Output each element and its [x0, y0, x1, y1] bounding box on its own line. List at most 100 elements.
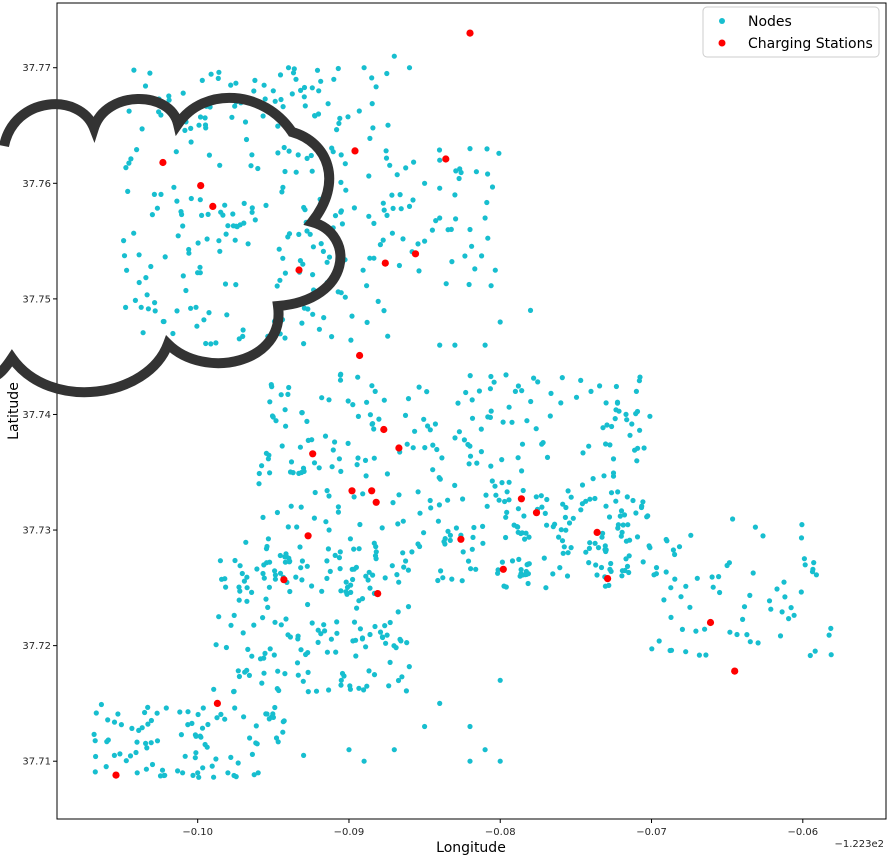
node-point [656, 638, 662, 644]
node-point [525, 580, 531, 587]
node-point [460, 496, 466, 502]
node-point [316, 88, 322, 94]
node-point [606, 514, 613, 520]
node-point [437, 700, 443, 707]
node-point [242, 119, 249, 125]
node-point [406, 664, 412, 670]
node-point [308, 152, 314, 159]
node-point [115, 711, 121, 717]
node-point [125, 188, 131, 194]
node-point [222, 281, 229, 287]
node-point [387, 619, 393, 626]
node-point [399, 674, 405, 680]
node-point [261, 670, 267, 676]
node-point [397, 192, 403, 198]
node-point [194, 323, 200, 329]
node-point [382, 575, 388, 581]
node-point [405, 567, 411, 573]
node-point [469, 243, 475, 249]
node-point [661, 597, 667, 603]
node-point [360, 267, 366, 273]
node-point [422, 238, 428, 244]
node-point [396, 262, 402, 269]
node-point [372, 553, 379, 559]
node-point [629, 421, 635, 427]
node-point [437, 185, 443, 191]
node-point [143, 766, 149, 772]
node-point [93, 710, 99, 716]
node-point [359, 635, 366, 641]
node-point [396, 492, 402, 498]
node-point [499, 559, 505, 565]
node-point [240, 333, 246, 339]
node-point [199, 77, 205, 83]
node-point [645, 513, 651, 519]
node-point [387, 659, 393, 666]
node-point [158, 112, 164, 118]
node-point [178, 732, 184, 738]
node-point [263, 596, 269, 602]
node-point [183, 287, 189, 294]
node-point [670, 547, 677, 553]
node-point [623, 556, 629, 562]
node-point [177, 709, 183, 715]
node-point [497, 758, 503, 764]
node-point [305, 437, 311, 443]
node-point [182, 127, 188, 133]
node-point [286, 148, 292, 154]
node-point [316, 326, 322, 332]
node-point [276, 687, 282, 694]
node-point [351, 619, 358, 625]
node-point [429, 227, 435, 233]
node-point [467, 146, 473, 152]
node-point [493, 492, 499, 498]
node-point [315, 111, 322, 117]
node-point [277, 72, 284, 78]
node-point [233, 282, 239, 288]
node-point [740, 616, 746, 623]
node-point [379, 525, 385, 531]
node-point [456, 429, 462, 435]
node-point [263, 546, 270, 552]
node-point [93, 753, 99, 760]
node-point [222, 202, 228, 208]
node-point [233, 774, 239, 780]
node-point [445, 528, 451, 534]
node-point [427, 427, 433, 433]
node-point [337, 566, 343, 572]
charging-station-point [209, 202, 217, 210]
node-point [469, 415, 476, 421]
node-point [353, 637, 359, 643]
node-point [293, 76, 299, 82]
node-point [599, 534, 605, 540]
node-point [287, 469, 294, 475]
node-point [338, 179, 344, 185]
node-point [488, 373, 494, 380]
node-point [463, 389, 469, 396]
node-point [104, 739, 110, 745]
node-point [259, 680, 265, 686]
node-point [381, 207, 387, 213]
y-tick-label: 37.77 [22, 63, 51, 74]
node-point [453, 216, 459, 222]
node-point [544, 496, 550, 503]
node-point [471, 524, 477, 531]
node-point [491, 379, 497, 385]
node-point [564, 573, 571, 579]
node-point [799, 522, 805, 528]
node-point [633, 411, 639, 417]
node-point [518, 571, 524, 577]
node-point [309, 85, 315, 91]
node-point [678, 594, 684, 600]
node-point [694, 575, 700, 581]
node-point [380, 237, 386, 243]
node-point [142, 83, 149, 89]
node-point [651, 572, 657, 578]
node-point [634, 534, 641, 540]
node-point [515, 529, 521, 535]
node-point [535, 379, 541, 385]
node-point [357, 521, 363, 528]
node-point [288, 503, 294, 509]
charging-station-point [348, 487, 356, 495]
node-point [716, 574, 722, 580]
